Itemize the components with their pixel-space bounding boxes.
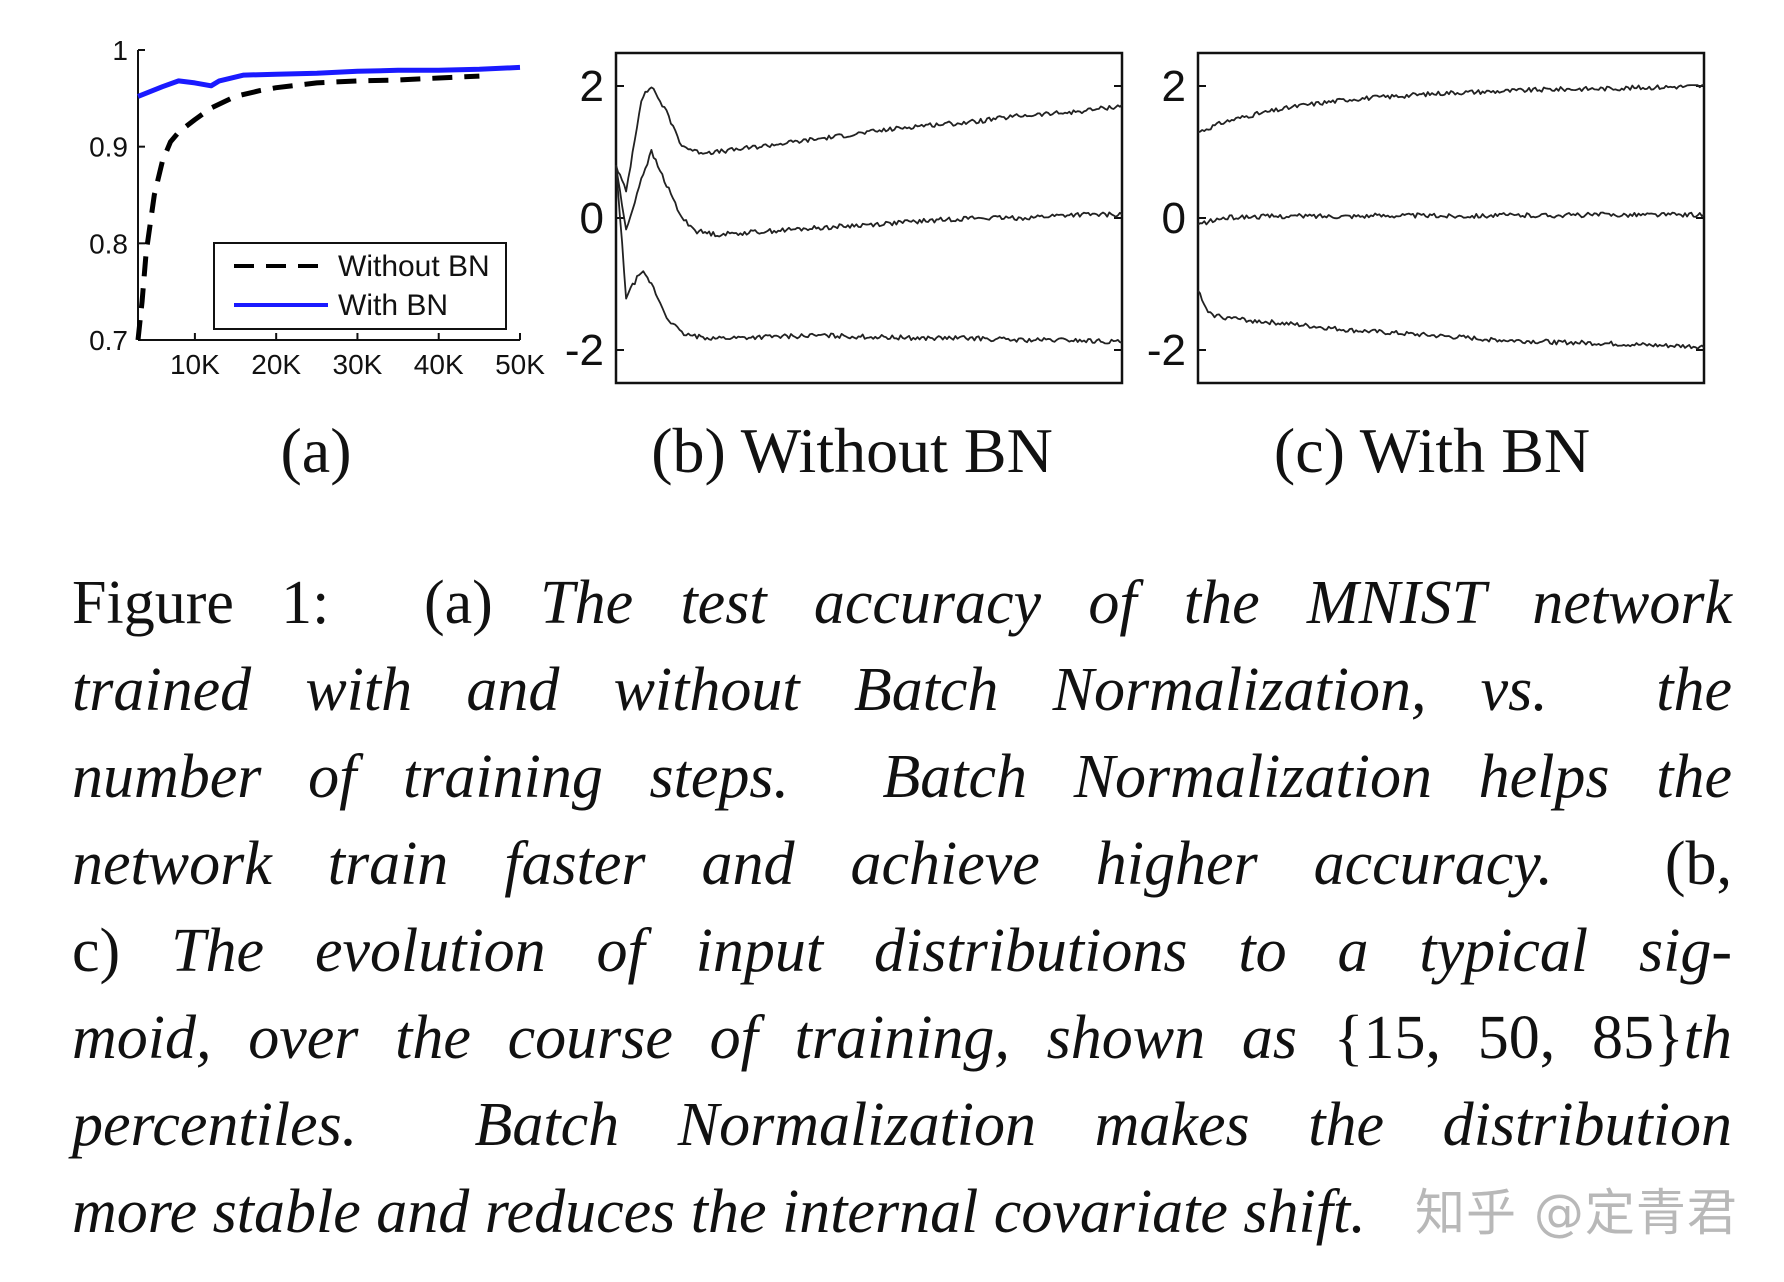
panel-b-y-tick-label: 2: [580, 62, 604, 111]
caption-segment: moid, over the course of training, shown…: [72, 1004, 1334, 1072]
caption-line: percentiles. Batch Normalization makes t…: [72, 1082, 1732, 1169]
panel-c-series-50th-percentile: [1197, 211, 1705, 226]
panel-a-y-tick-label: 0.8: [89, 228, 128, 259]
panel-b-frame: [614, 51, 1124, 385]
panel-a-accuracy-chart: 0.7 0.8 0.9 1 10K 20K 30K 40K 50K Without BN Wi…: [89, 35, 545, 380]
panel-b-series-85th-percentile: [615, 86, 1123, 193]
panel-b-y-tick-label: 0: [580, 194, 604, 243]
legend-box: [213, 242, 507, 330]
caption-segment: th: [1683, 1004, 1732, 1072]
caption-segment: The test accuracy of the MNIST network: [540, 569, 1732, 637]
panel-c-frame: [1196, 51, 1706, 385]
caption-segment: The evolution of input distributions to …: [171, 917, 1733, 985]
caption-segment: percentiles. Batch Normalization makes t…: [72, 1091, 1732, 1159]
panel-a-x-tick-label: 30K: [333, 349, 383, 380]
caption-line: network train faster and achieve higher …: [72, 821, 1732, 908]
caption-segment: {15, 50, 85}: [1333, 1004, 1684, 1072]
panel-c-with-bn-chart: 2 0 -2: [1147, 51, 1706, 385]
caption-segment: network train faster and achieve higher …: [72, 830, 1553, 898]
panel-a-legend: Without BN With BN: [213, 242, 507, 330]
panel-a-label: (a): [280, 415, 351, 486]
caption-line: trained with and without Batch Normaliza…: [72, 647, 1732, 734]
caption-line: number of training steps. Batch Normaliz…: [72, 734, 1732, 821]
legend-label-without-bn: Without BN: [338, 250, 490, 283]
caption-segment: Figure 1: (a): [72, 569, 541, 637]
series-line-with-bn: [137, 64, 521, 99]
caption-line: moid, over the course of training, shown…: [72, 995, 1732, 1082]
panel-a-y-tick-label: 0.9: [89, 132, 128, 163]
panel-c-y-tick-label: 0: [1162, 194, 1186, 243]
panel-b-label: (b) Without BN: [651, 415, 1053, 486]
panel-a-x-tick-label: 20K: [251, 349, 301, 380]
caption-segment: trained with and without Batch Normaliza…: [72, 656, 1732, 724]
caption-segment: (b,: [1552, 830, 1732, 898]
panel-c-label: (c) With BN: [1274, 415, 1590, 486]
panel-a-y-tick-label: 0.7: [89, 325, 128, 356]
watermark-text: 知乎 @定青君: [1415, 1184, 1738, 1242]
panel-b-without-bn-chart: 2 0 -2: [565, 51, 1124, 385]
panel-c-series-85th-percentile: [1197, 83, 1705, 134]
panel-c-series-15th-percentile: [1197, 290, 1705, 350]
panel-a-x-tick-label: 10K: [170, 349, 220, 380]
panel-b-y-tick-label: -2: [565, 326, 604, 375]
caption-segment: c): [72, 917, 172, 985]
legend-label-with-bn: With BN: [338, 289, 448, 322]
panel-a-y-tick-label: 1: [112, 35, 128, 66]
caption-line: c) The evolution of input distributions …: [72, 908, 1732, 995]
caption-segment: number of training steps. Batch Normaliz…: [72, 743, 1732, 811]
panel-a-x-tick-label: 40K: [414, 349, 464, 380]
caption-line: Figure 1: (a) The test accuracy of the M…: [72, 560, 1732, 647]
panel-b-series-50th-percentile: [615, 148, 1123, 238]
series-line-without-bn: [135, 73, 480, 341]
figure-panels: 0.7 0.8 0.9 1 10K 20K 30K 40K 50K Without BN Wi…: [89, 35, 1706, 486]
panel-a-x-tick-label: 50K: [495, 349, 545, 380]
caption-segment: more stable and reduces the internal cov…: [72, 1178, 1366, 1246]
figure-caption: Figure 1: (a) The test accuracy of the M…: [72, 560, 1732, 1256]
panel-c-y-tick-label: -2: [1147, 326, 1186, 375]
panel-c-y-tick-label: 2: [1162, 62, 1186, 111]
panel-b-series-15th-percentile: [615, 165, 1123, 345]
caption-line: more stable and reduces the internal cov…: [72, 1169, 1732, 1256]
